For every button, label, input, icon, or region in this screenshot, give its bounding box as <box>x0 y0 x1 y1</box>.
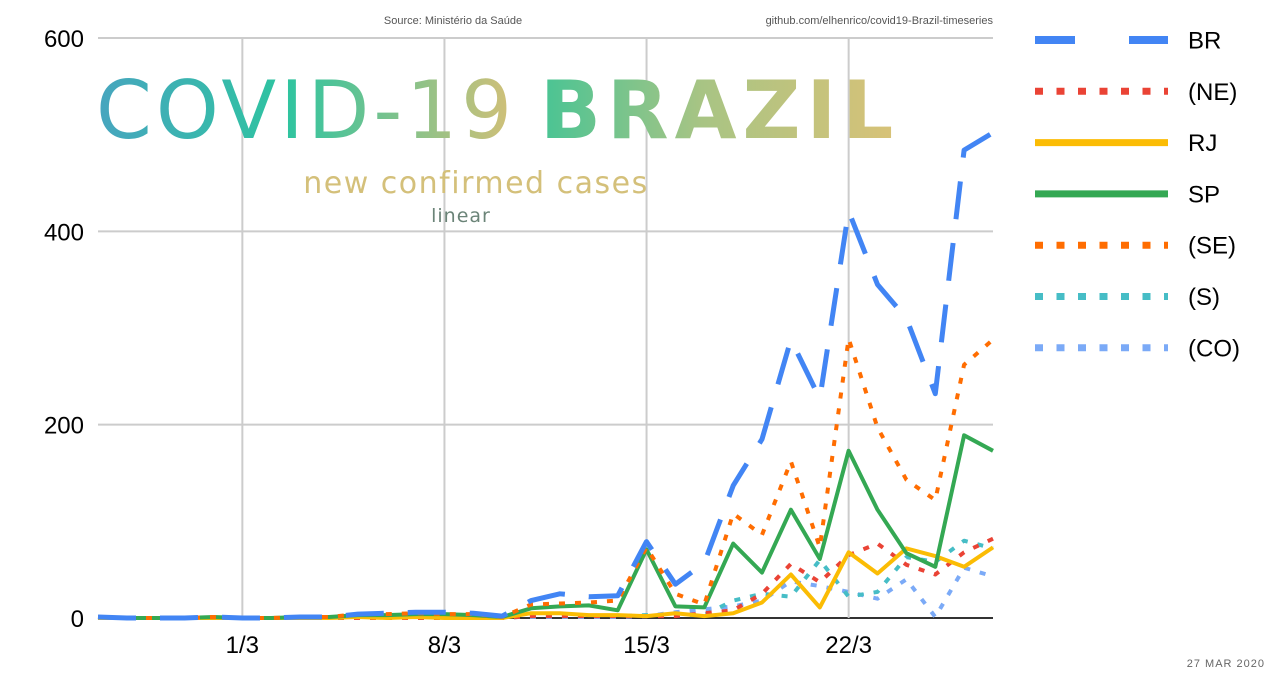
legend-label-ne: (NE) <box>1188 79 1237 106</box>
x-tick-label: 1/3 <box>226 632 259 659</box>
title-block: COVID-19 BRAZIL new confirmed cases line… <box>96 64 899 227</box>
scale-label: linear <box>431 205 491 227</box>
legend-label-co: (CO) <box>1188 335 1240 362</box>
legend-label-se: (SE) <box>1188 233 1236 260</box>
series <box>97 130 995 621</box>
repo-label: github.com/elhenrico/covid19-Brazil-time… <box>766 15 994 27</box>
chart-subtitle: new confirmed cases <box>303 166 648 201</box>
x-tick-label: 15/3 <box>623 632 670 659</box>
x-tick-label: 8/3 <box>428 632 461 659</box>
series-line-se <box>97 336 995 620</box>
legend-label-br: BR <box>1188 28 1221 55</box>
source-label: Source: Ministério da Saúde <box>384 15 522 27</box>
legend-label-sp: SP <box>1188 181 1220 208</box>
y-tick-label: 200 <box>44 413 84 440</box>
series-line-sp <box>97 433 994 620</box>
x-tick-label: 22/3 <box>825 632 872 659</box>
legend-label-s: (S) <box>1188 284 1220 311</box>
y-tick-label: 0 <box>71 606 84 633</box>
grid <box>98 37 993 619</box>
legend: BR (NE) RJ SP (SE) (S) (CO) <box>1035 28 1240 362</box>
series-line-br <box>97 130 995 621</box>
legend-label-rj: RJ <box>1188 130 1217 157</box>
axes: 0 200 400 600 1/3 8/3 15/3 22/3 <box>44 26 872 659</box>
chart-title-brazil: BRAZIL <box>540 64 899 157</box>
series-line-co <box>98 565 994 620</box>
y-tick-label: 400 <box>44 219 84 246</box>
chart-title-covid: COVID-19 <box>96 64 516 157</box>
y-tick-label: 600 <box>44 26 84 53</box>
date-label: 27 MAR 2020 <box>1187 658 1265 670</box>
